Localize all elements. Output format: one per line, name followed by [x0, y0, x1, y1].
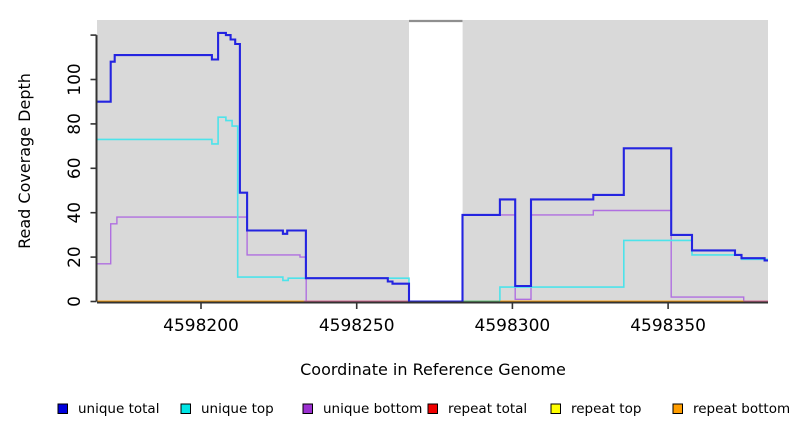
legend-swatch — [672, 403, 683, 414]
legend-item: unique total — [57, 401, 159, 417]
legend-swatch — [57, 403, 68, 414]
y-tick-label: 40 — [65, 202, 85, 224]
x-tick-label: 4598350 — [630, 316, 706, 336]
masked-region — [409, 19, 463, 302]
legend-swatch — [550, 403, 561, 414]
x-tick-label: 4598200 — [163, 316, 239, 336]
legend-swatch — [302, 403, 313, 414]
legend-label: unique top — [201, 401, 274, 417]
x-axis-title: Coordinate in Reference Genome — [300, 360, 566, 379]
y-tick-label: 20 — [65, 246, 85, 268]
series-unique-total — [97, 31, 768, 303]
y-axis-title: Read Coverage Depth — [15, 73, 34, 249]
axes: 4598200 4598250 4598300 4598350 0 20 40 60 80 100 — [65, 34, 768, 336]
legend-swatch — [180, 403, 191, 414]
legend-label: repeat top — [571, 401, 641, 417]
legend-label: repeat bottom — [693, 401, 790, 417]
x-tick-label: 4598250 — [319, 316, 395, 336]
legend-item: repeat bottom — [672, 401, 790, 417]
legend: unique total unique top unique bottom repea… — [57, 401, 790, 417]
legend-item: repeat total — [427, 401, 527, 417]
x-tick-label: 4598300 — [475, 316, 551, 336]
legend-label: unique bottom — [323, 401, 422, 417]
y-tick-label: 60 — [65, 157, 85, 179]
legend-item: unique top — [180, 401, 274, 417]
masked-region-rect — [409, 20, 463, 302]
legend-item: repeat top — [550, 401, 641, 417]
legend-label: unique total — [78, 401, 159, 417]
y-tick-label: 100 — [65, 63, 85, 95]
series-unique-total — [97, 31, 768, 303]
legend-item: unique bottom — [302, 401, 422, 417]
y-tick-label: 80 — [65, 113, 85, 135]
legend-swatch — [427, 403, 438, 414]
legend-label: repeat total — [448, 401, 527, 417]
y-tick-label: 0 — [65, 296, 85, 307]
